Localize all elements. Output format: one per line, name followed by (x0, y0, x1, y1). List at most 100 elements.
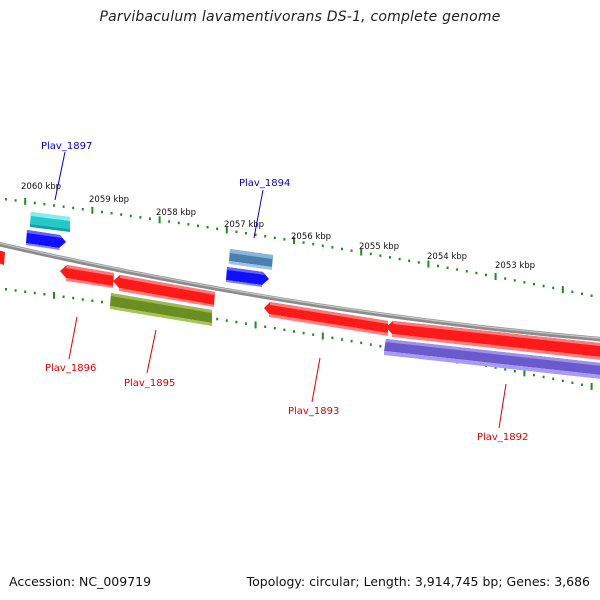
minor-tick (197, 224, 199, 228)
minor-tick (571, 290, 574, 294)
minor-tick (350, 249, 353, 252)
major-tick (494, 273, 497, 280)
minor-tick (590, 294, 593, 297)
scale-label: 2056 kbp (291, 232, 331, 242)
gene-arrow-forward[interactable] (226, 267, 269, 287)
major-tick (561, 286, 564, 294)
gene-arrow-partial[interactable] (0, 250, 5, 265)
minor-tick (62, 295, 65, 298)
major-tick (24, 197, 27, 205)
minor-tick (552, 377, 555, 381)
gene-arrow-reverse[interactable] (113, 275, 215, 307)
gene-label-Plav_1892[interactable]: Plav_1892 (477, 432, 528, 443)
minor-tick (245, 232, 247, 235)
minor-tick (504, 277, 507, 280)
minor-tick (264, 235, 267, 238)
minor-tick (254, 233, 257, 236)
gene-label-Plav_1896[interactable]: Plav_1896 (45, 363, 96, 374)
minor-tick (264, 325, 267, 328)
minor-tick (341, 247, 343, 251)
gene-Plav_1895[interactable] (110, 293, 212, 326)
minor-tick (513, 279, 516, 282)
gene-label-Plav_1893[interactable]: Plav_1893 (288, 406, 339, 417)
minor-tick (5, 288, 7, 291)
minor-tick (206, 226, 209, 229)
minor-tick (437, 264, 439, 268)
minor-tick (101, 300, 103, 304)
minor-tick (408, 259, 411, 262)
minor-tick (581, 292, 583, 295)
minor-tick (504, 368, 507, 371)
minor-tick (475, 271, 478, 275)
minor-tick (331, 336, 334, 340)
minor-tick (360, 341, 363, 345)
minor-tick (379, 345, 382, 348)
minor-tick (513, 370, 516, 373)
gene-Plav_1897[interactable] (30, 212, 70, 232)
minor-tick (331, 246, 334, 249)
major-tick (427, 260, 430, 268)
minor-tick (81, 208, 84, 211)
minor-tick (110, 212, 113, 215)
map-title: Parvibaculum lavamentivorans DS-1, compl… (99, 9, 501, 25)
minor-tick (91, 299, 94, 302)
genome-summary-text: Topology: circular; Length: 3,914,745 bp… (246, 574, 590, 589)
minor-tick (446, 266, 449, 269)
minor-tick (72, 296, 75, 300)
scale-labels: 2060 kbp 2059 kbp 2058 kbp 2057 kbp 2056… (21, 182, 535, 271)
minor-tick (523, 281, 526, 284)
minor-tick (369, 343, 372, 346)
minor-tick (168, 220, 171, 223)
minor-tick (216, 317, 219, 321)
major-tick (254, 321, 257, 329)
minor-tick (379, 254, 382, 257)
minor-tick (81, 298, 84, 301)
major-tick (321, 332, 324, 340)
minor-tick (235, 230, 238, 233)
genome-backbone (0, 241, 600, 342)
minor-tick (552, 286, 555, 290)
minor-tick (72, 206, 75, 210)
minor-tick (417, 261, 420, 264)
minor-tick (273, 236, 276, 240)
minor-tick (177, 221, 180, 225)
major-tick (360, 248, 363, 256)
gene-Plav_1893[interactable] (264, 302, 388, 336)
gene-Plav_1894[interactable] (229, 249, 273, 270)
minor-tick (542, 284, 545, 288)
minor-tick (14, 289, 17, 292)
minor-tick (43, 293, 46, 296)
minor-tick (542, 375, 545, 379)
minor-tick (561, 379, 564, 383)
minor-tick (494, 366, 497, 369)
minor-tick (33, 291, 36, 295)
major-tick (523, 369, 526, 377)
minor-tick (581, 383, 583, 386)
minor-tick (485, 273, 487, 277)
gene-arrow-reverse[interactable] (386, 321, 600, 361)
minor-tick (235, 320, 238, 324)
gene-arrow-forward[interactable] (26, 230, 66, 250)
minor-tick (312, 333, 315, 336)
gene-label-Plav_1894[interactable]: Plav_1894 (239, 178, 290, 189)
minor-tick (33, 201, 36, 205)
gene-Plav_1896[interactable] (60, 265, 114, 288)
minor-tick (120, 213, 123, 216)
minor-tick (293, 330, 295, 333)
major-tick (225, 226, 228, 234)
gene-label-Plav_1897[interactable]: Plav_1897 (41, 141, 92, 152)
minor-tick (398, 257, 401, 261)
gene-label-Plav_1895[interactable]: Plav_1895 (124, 378, 175, 389)
minor-tick (149, 217, 151, 220)
minor-tick (302, 241, 305, 244)
minor-tick (533, 282, 535, 286)
minor-tick (216, 227, 219, 230)
minor-tick (321, 244, 324, 247)
minor-tick (5, 198, 7, 201)
gene-Plav_1892[interactable] (384, 339, 600, 380)
minor-tick (139, 216, 142, 219)
minor-tick (369, 252, 372, 256)
minor-tick (14, 199, 17, 202)
minor-tick (283, 238, 286, 241)
